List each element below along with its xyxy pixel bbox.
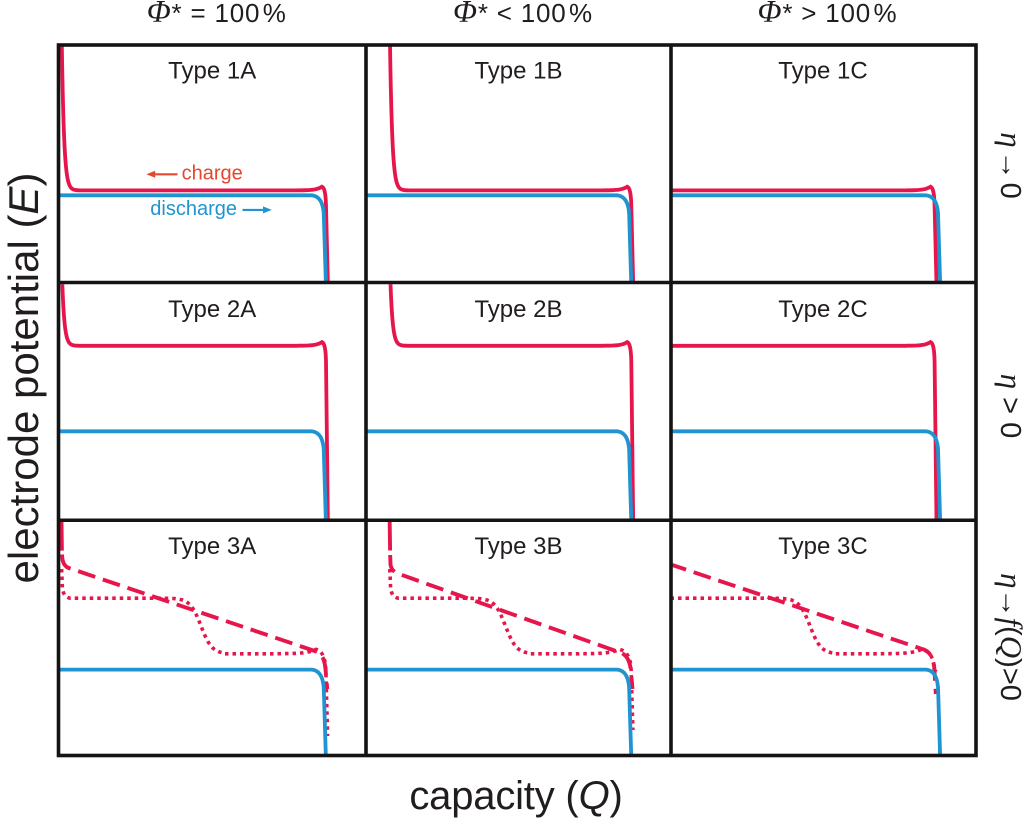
svg-text:Φ* = 100%: Φ* = 100% bbox=[147, 0, 287, 29]
svg-text:electrode potential (E): electrode potential (E) bbox=[0, 173, 47, 584]
svg-text:η→0: η→0 bbox=[994, 132, 1024, 202]
svg-text:Type 1B: Type 1B bbox=[474, 57, 562, 84]
svg-text:Type 3C: Type 3C bbox=[778, 533, 867, 560]
svg-text:Type 1A: Type 1A bbox=[168, 57, 256, 84]
svg-text:η > 0: η > 0 bbox=[994, 374, 1024, 439]
svg-text:η→f(Q)>0: η→f(Q)>0 bbox=[994, 573, 1024, 701]
svg-text:Type 1C: Type 1C bbox=[778, 57, 867, 84]
svg-text:Φ* > 100%: Φ* > 100% bbox=[758, 0, 898, 29]
svg-text:Type 2A: Type 2A bbox=[168, 296, 256, 323]
svg-text:Φ* < 100%: Φ* < 100% bbox=[453, 0, 593, 29]
svg-text:Type 3B: Type 3B bbox=[474, 533, 562, 560]
svg-text:Type 2C: Type 2C bbox=[778, 296, 867, 323]
svg-text:capacity (Q): capacity (Q) bbox=[409, 774, 622, 818]
svg-text:Type 3A: Type 3A bbox=[168, 533, 256, 560]
svg-text:discharge: discharge bbox=[150, 198, 237, 220]
svg-text:charge: charge bbox=[182, 162, 243, 184]
svg-text:Type 2B: Type 2B bbox=[474, 296, 562, 323]
